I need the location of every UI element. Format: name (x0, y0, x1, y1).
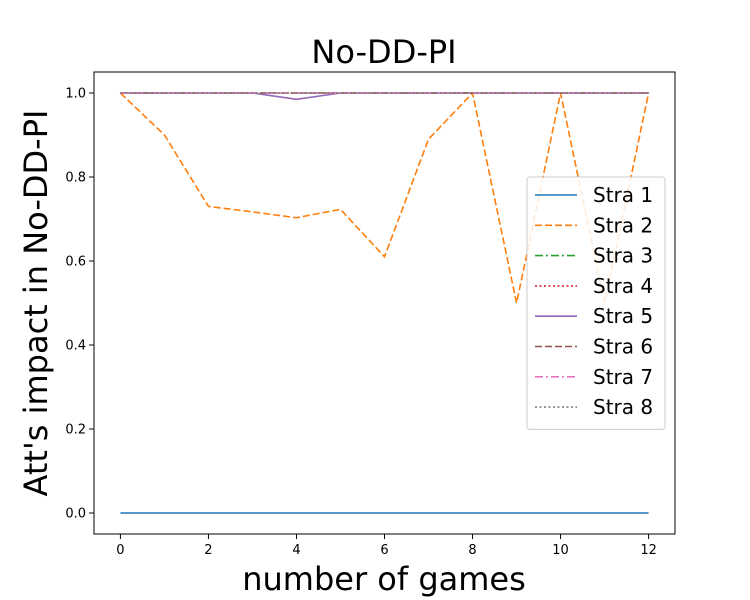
x-tick-label: 4 (292, 543, 300, 558)
x-tick-label: 12 (640, 543, 657, 558)
x-tick-label: 0 (116, 543, 124, 558)
x-tick-label: 8 (468, 543, 476, 558)
y-tick-label: 0.4 (65, 339, 86, 354)
y-tick-label: 0.8 (65, 171, 86, 186)
y-tick-label: 1.0 (65, 87, 86, 102)
y-tick-label: 0.0 (65, 507, 86, 522)
y-tick-label: 0.6 (65, 255, 86, 270)
legend-label-stra-1: Stra 1 (593, 183, 653, 207)
legend-label-stra-4: Stra 4 (593, 274, 653, 298)
plot-area-frame (93, 71, 676, 535)
chart-title: No-DD-PI (311, 33, 456, 71)
x-tick-label: 2 (204, 543, 212, 558)
legend-label-stra-7: Stra 7 (593, 365, 653, 389)
legend-label-stra-8: Stra 8 (593, 395, 653, 419)
series-lines (119, 91, 650, 514)
legend-label-stra-6: Stra 6 (593, 335, 653, 359)
axis-ticks: 0 2 4 6 8 10 12 0.0 0.2 0.4 0.6 0.8 1.0 (65, 87, 657, 559)
legend: Stra 1 Stra 2 Stra 3 Stra 4 Stra 5 Stra 6 Stra… (526, 176, 666, 430)
y-tick-label: 0.2 (65, 423, 86, 438)
legend-label-stra-5: Stra 5 (593, 304, 653, 328)
legend-box (526, 176, 666, 430)
x-axis-label: number of games (242, 560, 526, 598)
series-line-stra-5 (120, 92, 649, 101)
x-tick-label: 6 (380, 543, 388, 558)
legend-label-stra-3: Stra 3 (593, 244, 653, 268)
legend-label-stra-2: Stra 2 (593, 213, 653, 237)
x-tick-label: 10 (552, 543, 569, 558)
y-axis-label: Att's impact in No-DD-PI (17, 110, 55, 497)
